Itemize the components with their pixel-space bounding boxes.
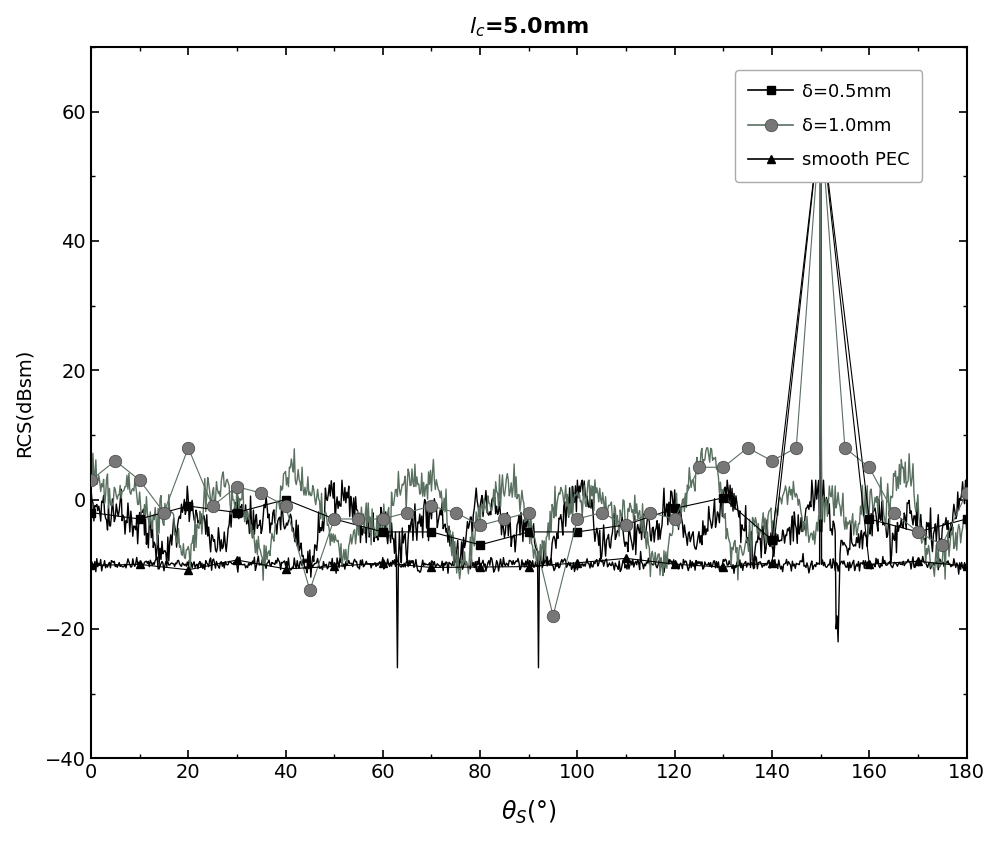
δ=1.0mm [401, 507, 413, 517]
smooth PEC [571, 558, 583, 568]
smooth PEC [717, 562, 729, 572]
δ=1.0mm [863, 463, 875, 473]
X-axis label: $\theta_S$(°): $\theta_S$(°) [501, 799, 557, 826]
δ=1.0mm [134, 475, 146, 485]
δ=0.5mm [280, 495, 292, 505]
δ=1.0mm [328, 514, 340, 524]
δ=1.0mm [474, 521, 486, 531]
δ=1.0mm [207, 501, 219, 511]
δ=1.0mm [523, 507, 535, 517]
Line: smooth PEC: smooth PEC [87, 114, 971, 574]
Line: δ=0.5mm: δ=0.5mm [87, 114, 971, 549]
smooth PEC [912, 556, 924, 566]
δ=1.0mm [644, 507, 656, 517]
δ=1.0mm [742, 443, 754, 453]
δ=0.5mm [134, 514, 146, 524]
δ=1.0mm [109, 456, 121, 466]
δ=0.5mm [85, 507, 97, 517]
smooth PEC [815, 113, 827, 123]
δ=1.0mm [669, 514, 681, 524]
δ=1.0mm [498, 514, 510, 524]
δ=1.0mm [85, 475, 97, 485]
δ=1.0mm [280, 501, 292, 511]
smooth PEC [620, 553, 632, 563]
Line: δ=1.0mm: δ=1.0mm [85, 112, 973, 622]
δ=1.0mm [352, 514, 364, 524]
δ=0.5mm [474, 540, 486, 550]
Legend: δ=0.5mm, δ=1.0mm, smooth PEC: δ=0.5mm, δ=1.0mm, smooth PEC [735, 70, 922, 182]
δ=1.0mm [888, 507, 900, 517]
smooth PEC [85, 560, 97, 570]
δ=1.0mm [547, 611, 559, 621]
smooth PEC [960, 561, 972, 571]
δ=0.5mm [328, 514, 340, 524]
smooth PEC [523, 562, 535, 572]
smooth PEC [863, 559, 875, 569]
δ=0.5mm [960, 514, 972, 524]
δ=1.0mm [620, 521, 632, 531]
δ=0.5mm [863, 514, 875, 524]
smooth PEC [231, 555, 243, 565]
δ=1.0mm [960, 488, 972, 498]
δ=0.5mm [815, 113, 827, 123]
δ=1.0mm [304, 585, 316, 595]
δ=1.0mm [450, 507, 462, 517]
δ=1.0mm [255, 488, 267, 498]
smooth PEC [377, 558, 389, 568]
δ=0.5mm [571, 526, 583, 537]
δ=1.0mm [936, 540, 948, 550]
δ=1.0mm [377, 514, 389, 524]
smooth PEC [280, 563, 292, 574]
δ=0.5mm [523, 526, 535, 537]
δ=1.0mm [790, 443, 802, 453]
δ=0.5mm [231, 507, 243, 517]
smooth PEC [474, 562, 486, 572]
δ=1.0mm [717, 463, 729, 473]
δ=1.0mm [158, 507, 170, 517]
δ=0.5mm [182, 501, 194, 511]
δ=1.0mm [693, 463, 705, 473]
δ=1.0mm [596, 507, 608, 517]
δ=1.0mm [766, 456, 778, 466]
smooth PEC [134, 559, 146, 569]
δ=0.5mm [669, 504, 681, 514]
δ=1.0mm [182, 443, 194, 453]
δ=0.5mm [425, 526, 437, 537]
Y-axis label: RCS(dBsm): RCS(dBsm) [15, 348, 34, 457]
smooth PEC [425, 563, 437, 573]
smooth PEC [766, 558, 778, 568]
δ=0.5mm [377, 526, 389, 537]
smooth PEC [669, 559, 681, 569]
δ=1.0mm [231, 482, 243, 492]
δ=1.0mm [571, 514, 583, 524]
Title: $l_c$=5.0mm: $l_c$=5.0mm [469, 15, 589, 39]
δ=1.0mm [425, 501, 437, 511]
δ=0.5mm [766, 535, 778, 545]
δ=1.0mm [839, 443, 851, 453]
smooth PEC [328, 562, 340, 572]
δ=0.5mm [717, 493, 729, 503]
smooth PEC [182, 565, 194, 575]
δ=1.0mm [815, 113, 827, 123]
δ=0.5mm [620, 520, 632, 530]
δ=1.0mm [912, 526, 924, 537]
δ=0.5mm [912, 526, 924, 537]
